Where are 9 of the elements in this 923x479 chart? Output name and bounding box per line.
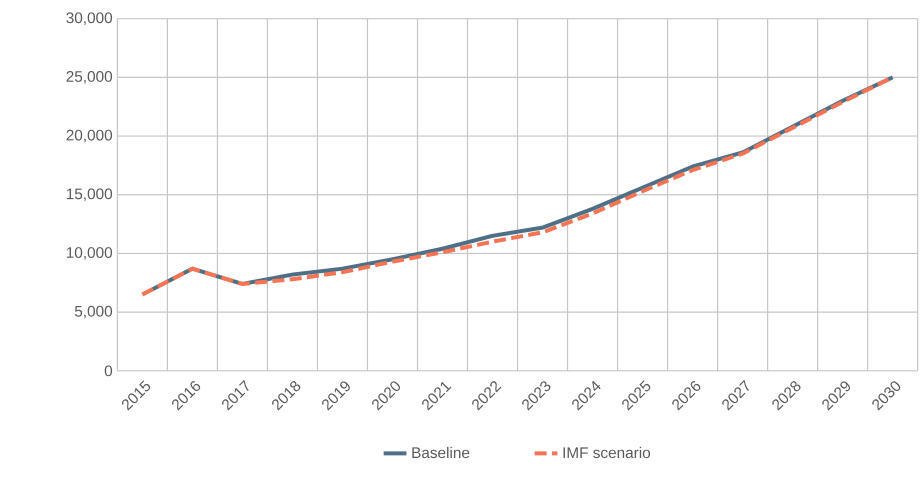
y-tick-label: 5,000 bbox=[74, 306, 112, 319]
y-tick-label: 15,000 bbox=[66, 188, 112, 202]
y-tick-label: 25,000 bbox=[66, 71, 112, 84]
y-tick-label: 0 bbox=[104, 365, 112, 376]
legend-label: Baseline bbox=[412, 446, 470, 458]
legend-label: IMF scenario bbox=[564, 446, 650, 458]
y-tick-label: 10,000 bbox=[66, 247, 112, 260]
y-tick-label: 20,000 bbox=[66, 130, 112, 142]
y-tick-label: 30,000 bbox=[66, 12, 112, 26]
